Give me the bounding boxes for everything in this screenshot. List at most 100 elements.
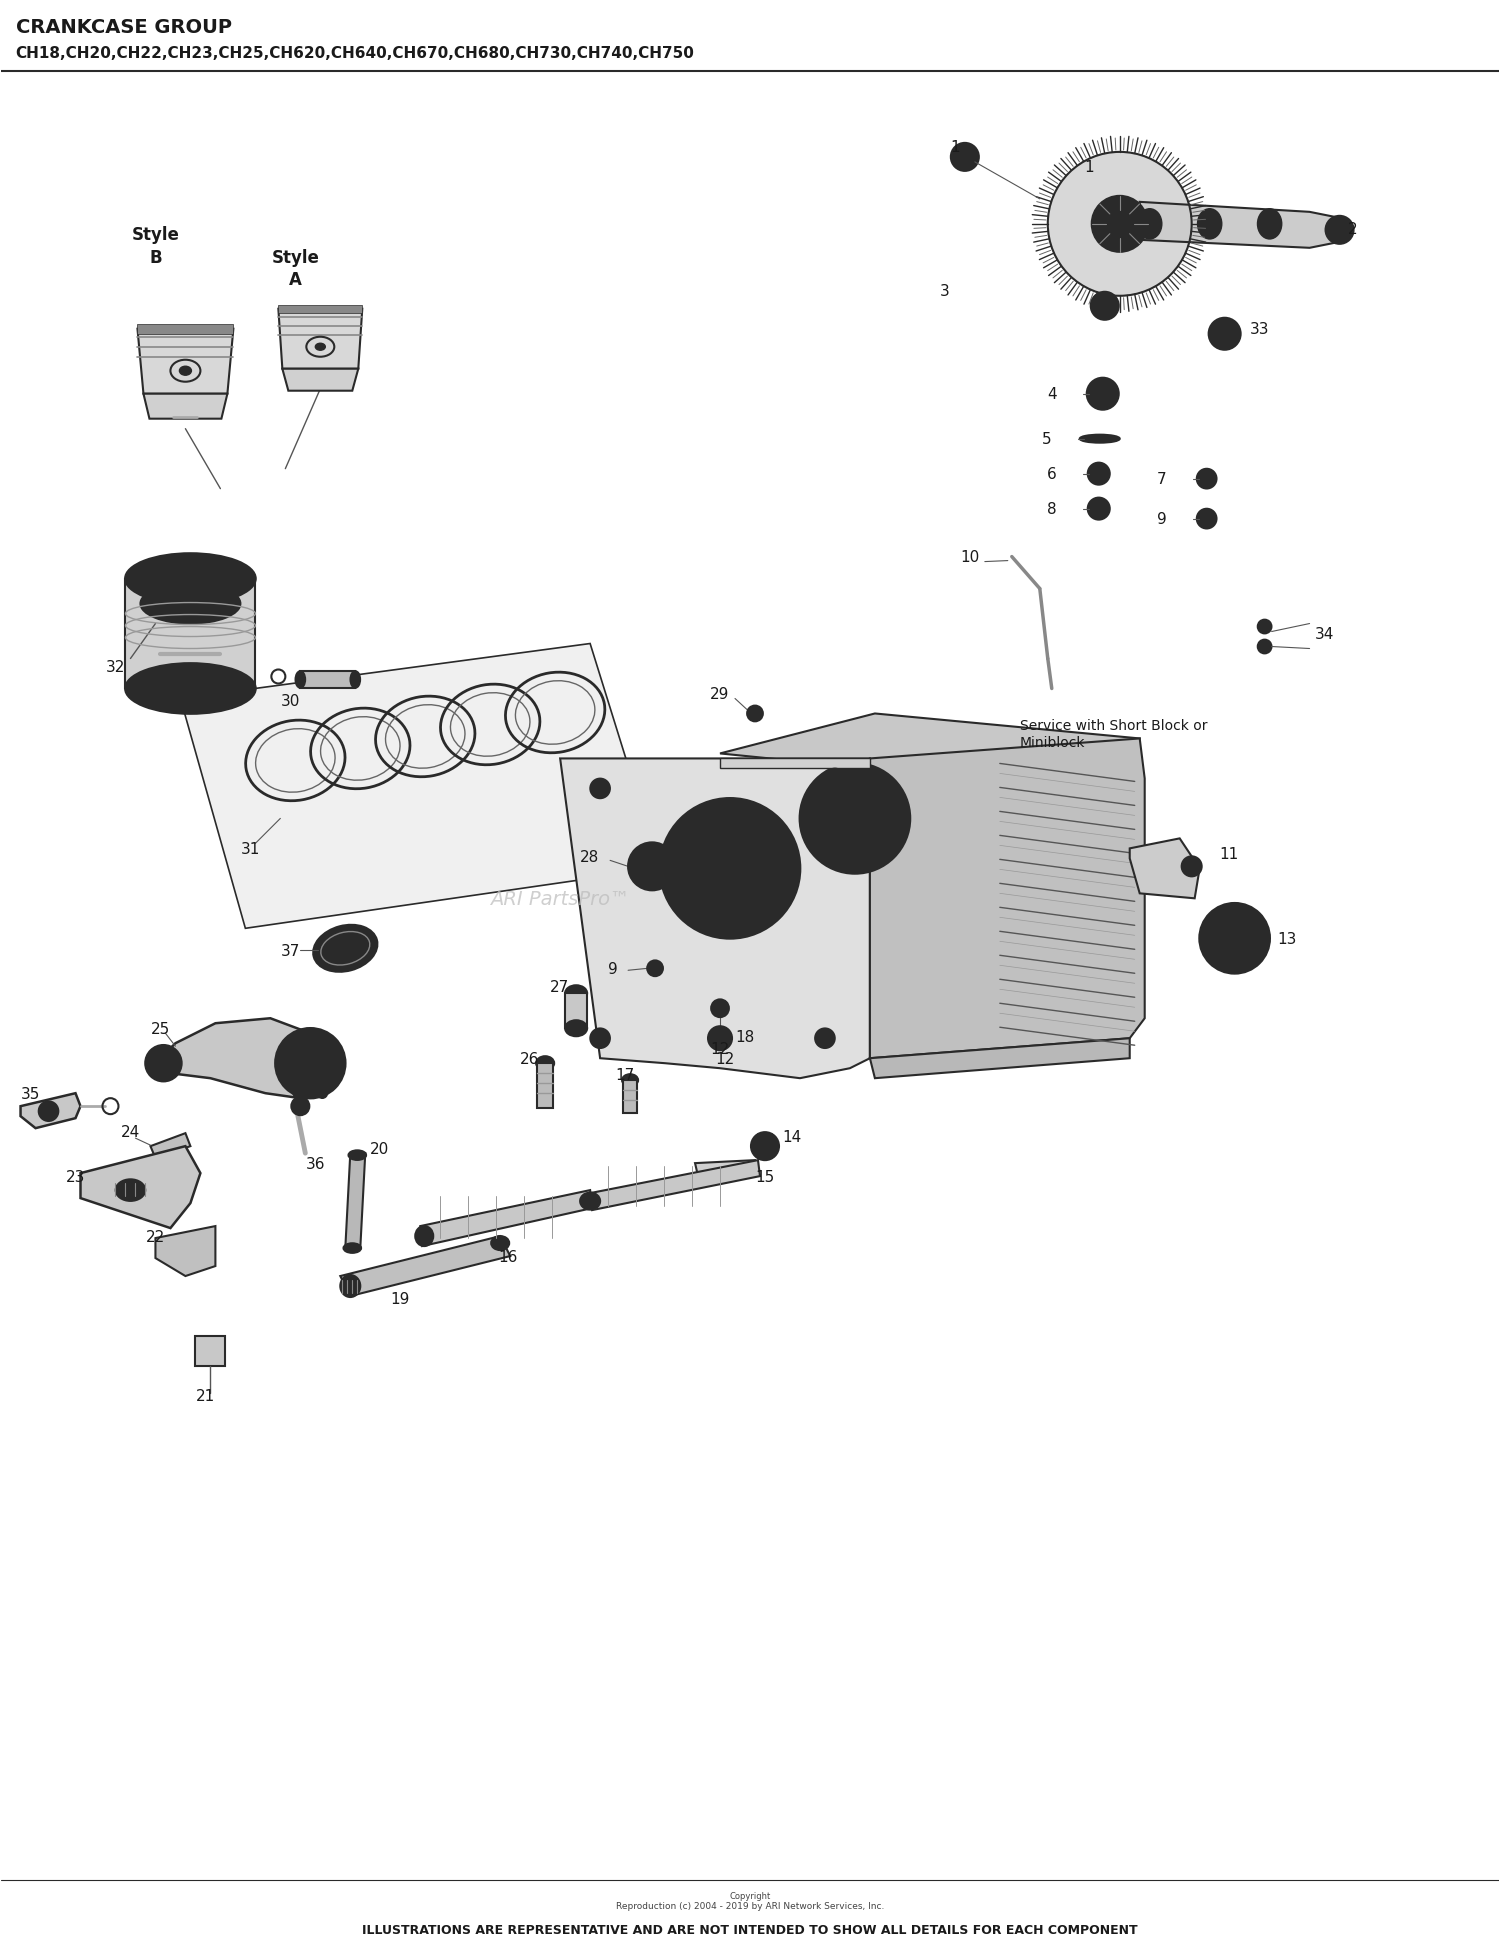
Text: ARI PartsPro™: ARI PartsPro™ bbox=[490, 890, 630, 907]
Ellipse shape bbox=[296, 671, 306, 688]
Text: 1: 1 bbox=[950, 140, 960, 155]
Polygon shape bbox=[537, 1065, 554, 1109]
Ellipse shape bbox=[566, 1020, 586, 1037]
Circle shape bbox=[628, 843, 676, 890]
Polygon shape bbox=[1048, 153, 1191, 297]
Circle shape bbox=[1197, 469, 1216, 489]
Ellipse shape bbox=[340, 1276, 360, 1297]
Polygon shape bbox=[420, 1191, 592, 1247]
Text: 27: 27 bbox=[550, 979, 570, 995]
Polygon shape bbox=[345, 1154, 366, 1249]
Polygon shape bbox=[720, 714, 1140, 779]
Circle shape bbox=[1197, 510, 1216, 529]
Polygon shape bbox=[144, 394, 228, 419]
Text: 10: 10 bbox=[960, 551, 980, 564]
Circle shape bbox=[1257, 640, 1272, 653]
Ellipse shape bbox=[1197, 209, 1221, 240]
Circle shape bbox=[1326, 217, 1353, 244]
Ellipse shape bbox=[622, 1074, 638, 1086]
Polygon shape bbox=[870, 739, 1144, 1059]
Polygon shape bbox=[622, 1080, 638, 1113]
Ellipse shape bbox=[580, 1192, 600, 1210]
Circle shape bbox=[800, 764, 910, 874]
Circle shape bbox=[39, 1101, 58, 1121]
Circle shape bbox=[318, 1088, 327, 1099]
Polygon shape bbox=[1130, 840, 1200, 900]
Circle shape bbox=[294, 1088, 303, 1099]
Polygon shape bbox=[150, 1018, 330, 1099]
Text: 24: 24 bbox=[122, 1125, 141, 1138]
Polygon shape bbox=[195, 1336, 225, 1367]
Polygon shape bbox=[720, 758, 870, 770]
Text: 8: 8 bbox=[1047, 502, 1058, 518]
Text: 4: 4 bbox=[1047, 388, 1058, 401]
Text: 32: 32 bbox=[105, 659, 125, 675]
Ellipse shape bbox=[536, 1057, 554, 1070]
Circle shape bbox=[1113, 217, 1126, 231]
Text: 1: 1 bbox=[1084, 161, 1095, 175]
Text: 37: 37 bbox=[280, 942, 300, 958]
Text: Service with Short Block or
Miniblock: Service with Short Block or Miniblock bbox=[1020, 719, 1208, 748]
Text: 18: 18 bbox=[735, 1030, 754, 1045]
Circle shape bbox=[1210, 915, 1258, 964]
Circle shape bbox=[1222, 927, 1246, 950]
Polygon shape bbox=[81, 1146, 201, 1229]
Polygon shape bbox=[560, 758, 870, 1078]
Ellipse shape bbox=[180, 366, 192, 376]
Circle shape bbox=[1209, 318, 1240, 351]
Circle shape bbox=[590, 1030, 610, 1049]
Polygon shape bbox=[138, 330, 234, 394]
Ellipse shape bbox=[1257, 209, 1281, 240]
Ellipse shape bbox=[116, 1179, 146, 1202]
Polygon shape bbox=[150, 1134, 190, 1158]
Circle shape bbox=[1090, 293, 1119, 320]
Text: Copyright: Copyright bbox=[729, 1891, 771, 1900]
Text: Reproduction (c) 2004 - 2019 by ARI Network Services, Inc.: Reproduction (c) 2004 - 2019 by ARI Netw… bbox=[616, 1900, 884, 1910]
Text: 9: 9 bbox=[1156, 512, 1167, 527]
Text: 17: 17 bbox=[615, 1066, 634, 1082]
Ellipse shape bbox=[416, 1227, 434, 1247]
Text: 6: 6 bbox=[1047, 467, 1058, 483]
Circle shape bbox=[1088, 463, 1110, 485]
Circle shape bbox=[590, 779, 610, 799]
Polygon shape bbox=[340, 1237, 510, 1297]
Polygon shape bbox=[870, 1039, 1130, 1078]
Polygon shape bbox=[21, 1094, 81, 1128]
Circle shape bbox=[1182, 857, 1202, 876]
Ellipse shape bbox=[490, 1237, 508, 1251]
Ellipse shape bbox=[141, 584, 240, 624]
Circle shape bbox=[646, 962, 663, 977]
Circle shape bbox=[825, 770, 844, 789]
Polygon shape bbox=[300, 673, 355, 688]
Circle shape bbox=[747, 706, 764, 721]
Text: 23: 23 bbox=[66, 1169, 86, 1185]
Circle shape bbox=[813, 778, 897, 861]
Ellipse shape bbox=[126, 555, 255, 605]
Text: 36: 36 bbox=[306, 1156, 326, 1171]
Circle shape bbox=[815, 1030, 836, 1049]
Circle shape bbox=[1106, 211, 1134, 238]
Text: 22: 22 bbox=[146, 1229, 165, 1245]
Polygon shape bbox=[138, 324, 234, 335]
Circle shape bbox=[660, 799, 800, 938]
Polygon shape bbox=[180, 644, 660, 929]
Text: A: A bbox=[290, 271, 302, 289]
Ellipse shape bbox=[1137, 209, 1161, 240]
Ellipse shape bbox=[566, 985, 586, 1002]
Ellipse shape bbox=[344, 1243, 362, 1253]
Polygon shape bbox=[156, 1227, 216, 1276]
Polygon shape bbox=[1140, 204, 1340, 248]
Text: 20: 20 bbox=[370, 1140, 390, 1156]
Ellipse shape bbox=[126, 665, 255, 714]
Ellipse shape bbox=[351, 671, 360, 688]
Circle shape bbox=[1092, 196, 1148, 252]
Text: 29: 29 bbox=[710, 686, 729, 702]
Text: 3: 3 bbox=[940, 285, 950, 299]
Text: 13: 13 bbox=[1278, 931, 1298, 946]
Circle shape bbox=[146, 1045, 182, 1082]
Circle shape bbox=[1088, 498, 1110, 520]
Text: 26: 26 bbox=[520, 1051, 540, 1066]
Circle shape bbox=[1200, 904, 1269, 973]
Text: 31: 31 bbox=[240, 842, 260, 857]
Text: 2: 2 bbox=[1347, 223, 1358, 237]
